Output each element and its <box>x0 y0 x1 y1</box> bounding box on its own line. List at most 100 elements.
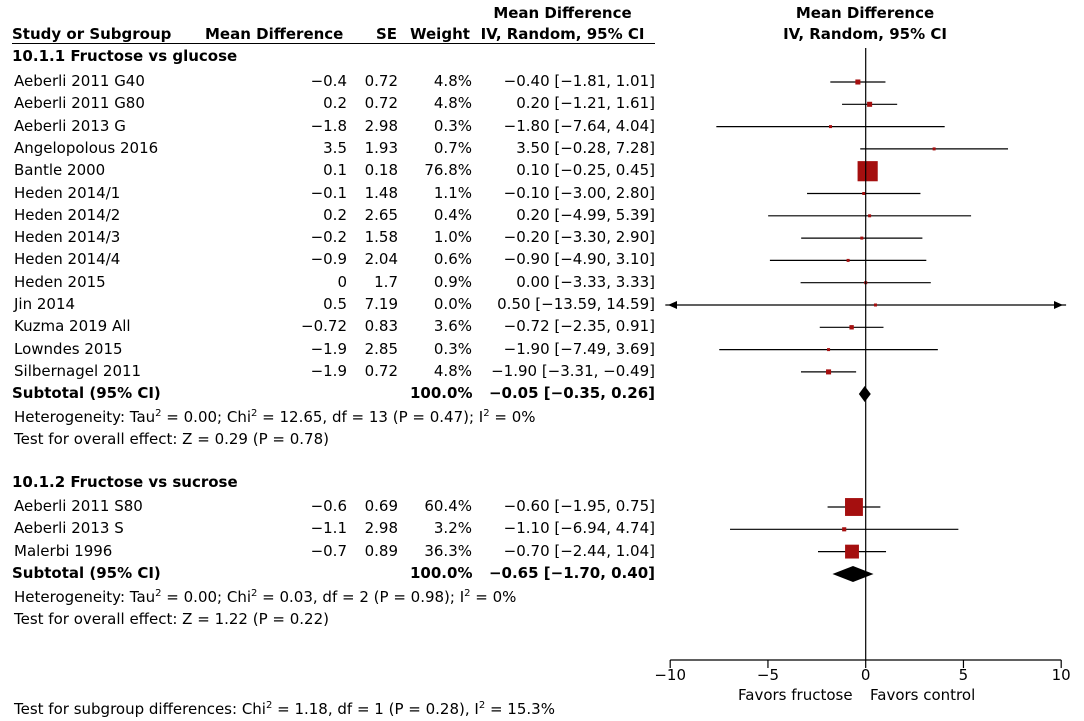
study-weight: 4.8% <box>433 361 472 380</box>
study-weight: 0.4% <box>433 205 472 224</box>
ci-arrow-left <box>668 301 677 309</box>
study-ci-text: −0.90 [−4.90, 3.10] <box>503 250 655 269</box>
study-se: 1.58 <box>364 228 398 247</box>
study-marker <box>829 125 833 129</box>
overall-effect-test: Test for overall effect: Z = 1.22 (P = 0… <box>14 610 329 628</box>
study-name: Heden 2015 <box>14 272 106 291</box>
study-se: 2.65 <box>364 205 398 224</box>
study-weight: 0.7% <box>433 138 472 157</box>
study-marker <box>845 544 859 559</box>
study-name: Aeberli 2013 S <box>14 519 124 538</box>
study-weight: 3.2% <box>433 519 472 538</box>
study-mean-difference: −0.6 <box>310 497 347 515</box>
study-name: Lowndes 2015 <box>14 339 123 358</box>
study-marker <box>868 214 872 218</box>
study-ci-text: 0.00 [−3.33, 3.33] <box>516 272 655 291</box>
favors-left-label: Favors fructose <box>738 686 853 704</box>
study-ci-text: −0.72 [−2.35, 0.91] <box>503 317 655 336</box>
study-ci-text: −1.90 [−3.31, −0.49] <box>491 361 655 380</box>
study-ci-text: 0.10 [−0.25, 0.45] <box>516 161 655 180</box>
study-ci-text: −1.90 [−7.49, 3.69] <box>503 339 655 358</box>
study-mean-difference: −0.4 <box>310 72 347 90</box>
x-axis-tick-label: 5 <box>958 666 969 684</box>
study-name: Silbernagel 2011 <box>14 361 142 380</box>
study-se: 2.04 <box>364 250 398 269</box>
ci-column-header-line1: Mean Difference <box>493 4 632 22</box>
study-ci-text: −0.40 [−1.81, 1.01] <box>503 72 655 90</box>
study-se: 2.98 <box>364 519 398 538</box>
study-mean-difference: −0.2 <box>310 228 347 247</box>
x-axis-tick-label: 10 <box>1051 666 1071 684</box>
study-marker <box>857 161 878 182</box>
study-se: 2.85 <box>364 339 398 358</box>
study-mean-difference: −0.72 <box>301 317 347 336</box>
study-ci-text: 0.20 [−1.21, 1.61] <box>516 94 655 113</box>
study-name: Malerbi 1996 <box>14 541 113 560</box>
study-weight: 36.3% <box>424 541 472 560</box>
plot-column-header-line2: IV, Random, 95% CI <box>783 25 947 43</box>
study-name: Aeberli 2011 G80 <box>14 94 145 113</box>
x-axis-tick-label: −10 <box>654 666 687 684</box>
study-marker <box>827 348 831 352</box>
mean-difference-column-header: Mean Difference <box>205 25 344 43</box>
study-ci-text: −0.70 [−2.44, 1.04] <box>503 541 655 560</box>
subtotal-ci-text: −0.65 [−1.70, 0.40] <box>488 564 655 582</box>
study-mean-difference: 0.1 <box>323 161 347 180</box>
study-name: Heden 2014/1 <box>14 183 121 202</box>
study-weight: 0.3% <box>433 339 472 358</box>
study-ci-text: −1.80 [−7.64, 4.04] <box>503 116 655 135</box>
study-marker <box>860 236 864 240</box>
ci-column-header-line2: IV, Random, 95% CI <box>480 25 645 43</box>
study-se: 0.83 <box>364 317 398 336</box>
subtotal-weight: 100.0% <box>410 384 473 402</box>
study-se: 1.7 <box>374 272 398 291</box>
study-name: Bantle 2000 <box>14 161 106 180</box>
study-se: 0.72 <box>364 72 398 90</box>
study-name: Aeberli 2011 G40 <box>14 72 145 90</box>
study-marker <box>867 101 873 107</box>
plot-column-header-line1: Mean Difference <box>795 4 935 22</box>
subtotal-ci-text: −0.05 [−0.35, 0.26] <box>488 384 655 402</box>
study-mean-difference: 3.5 <box>323 138 347 157</box>
study-mean-difference: 0 <box>337 272 347 291</box>
study-se: 2.98 <box>364 116 398 135</box>
table-header: Study or Subgroup Mean Difference SE Wei… <box>0 0 1084 48</box>
study-se: 0.18 <box>364 161 398 180</box>
study-se: 1.93 <box>364 138 398 157</box>
subtotal-weight: 100.0% <box>410 564 473 582</box>
study-se: 7.19 <box>364 295 398 313</box>
study-weight: 1.1% <box>433 183 472 202</box>
study-mean-difference: 0.2 <box>323 205 347 224</box>
subtotal-diamond <box>858 386 871 402</box>
heterogeneity-stats: Heterogeneity: Tau2 = 0.00; Chi2 = 0.03,… <box>14 588 517 606</box>
weight-column-header: Weight <box>410 25 470 43</box>
study-marker <box>862 192 866 195</box>
subgroup-differences-test: Test for subgroup differences: Chi2 = 1.… <box>14 700 555 718</box>
study-mean-difference: 0.5 <box>323 295 347 313</box>
study-marker <box>855 79 861 85</box>
study-weight: 0.3% <box>433 116 472 135</box>
subgroup-title: 10.1.2 Fructose vs sucrose <box>12 473 238 491</box>
study-ci-text: 3.50 [−0.28, 7.28] <box>516 138 655 157</box>
study-weight: 0.0% <box>433 295 472 313</box>
subgroup-title: 10.1.1 Fructose vs glucose <box>12 47 238 65</box>
study-column-header: Study or Subgroup <box>12 25 172 43</box>
study-ci-text: −0.10 [−3.00, 2.80] <box>503 183 655 202</box>
study-name: Heden 2014/4 <box>14 250 121 269</box>
study-se: 0.89 <box>364 541 398 560</box>
study-weight: 1.0% <box>433 228 472 247</box>
study-mean-difference: −1.9 <box>310 361 347 380</box>
study-name: Aeberli 2011 S80 <box>14 497 143 515</box>
study-name: Heden 2014/3 <box>14 228 121 247</box>
subtotal-label: Subtotal (95% CI) <box>12 564 161 582</box>
study-weight: 76.8% <box>424 161 472 180</box>
study-marker <box>826 369 832 375</box>
study-marker <box>842 527 847 532</box>
study-weight: 60.4% <box>424 497 472 515</box>
study-name: Aeberli 2013 G <box>14 116 126 135</box>
study-ci-text: −0.60 [−1.95, 0.75] <box>503 497 655 515</box>
study-weight: 3.6% <box>433 317 472 336</box>
study-name: Kuzma 2019 All <box>14 317 131 336</box>
study-ci-text: 0.20 [−4.99, 5.39] <box>516 205 655 224</box>
study-se: 0.69 <box>364 497 398 515</box>
